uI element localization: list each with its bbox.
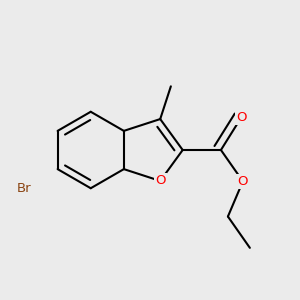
Text: O: O	[155, 174, 166, 188]
Text: Br: Br	[17, 182, 32, 195]
Text: O: O	[236, 111, 246, 124]
Text: O: O	[238, 175, 248, 188]
